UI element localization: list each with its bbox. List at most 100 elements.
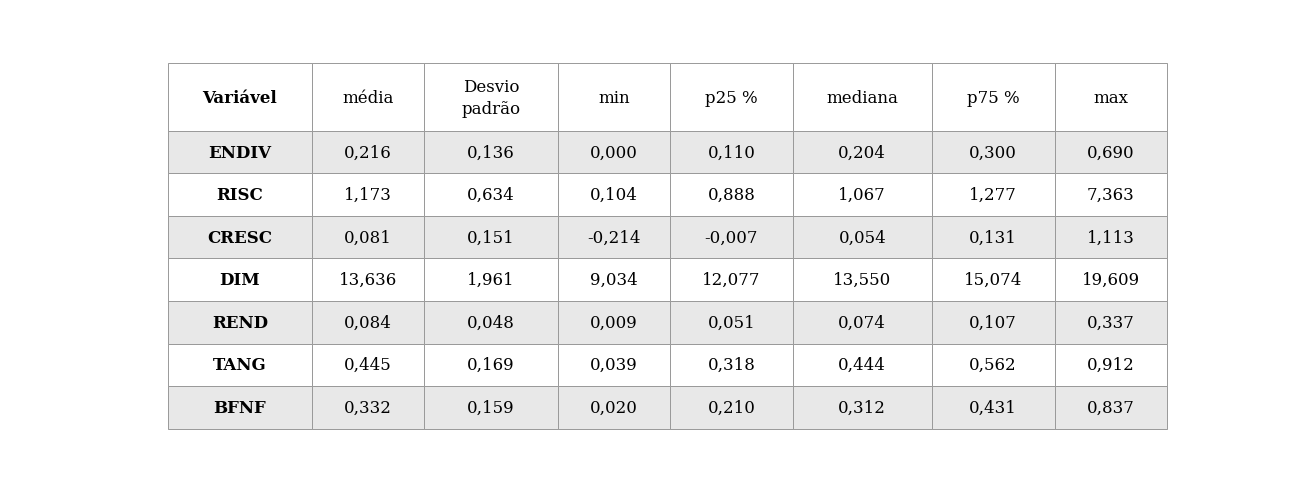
Bar bbox=[1055, 132, 1167, 174]
Bar bbox=[312, 64, 424, 132]
Text: 1,113: 1,113 bbox=[1087, 229, 1134, 246]
Bar bbox=[312, 344, 424, 386]
Bar bbox=[932, 217, 1055, 259]
Text: 0,110: 0,110 bbox=[707, 144, 755, 162]
Bar bbox=[168, 386, 312, 428]
Bar bbox=[424, 302, 557, 344]
Bar bbox=[312, 302, 424, 344]
Text: 0,051: 0,051 bbox=[707, 314, 755, 331]
Text: mediana: mediana bbox=[827, 89, 898, 106]
Bar bbox=[932, 64, 1055, 132]
Text: 0,312: 0,312 bbox=[838, 399, 887, 416]
Bar bbox=[557, 259, 671, 302]
Text: 0,104: 0,104 bbox=[590, 187, 638, 204]
Bar bbox=[793, 174, 932, 217]
Bar bbox=[557, 132, 671, 174]
Text: BFNF: BFNF bbox=[214, 399, 267, 416]
Text: 0,210: 0,210 bbox=[707, 399, 755, 416]
Text: 0,054: 0,054 bbox=[838, 229, 887, 246]
Bar bbox=[424, 386, 557, 428]
Bar bbox=[168, 64, 312, 132]
Bar bbox=[671, 174, 793, 217]
Text: min: min bbox=[598, 89, 630, 106]
Text: 0,048: 0,048 bbox=[467, 314, 514, 331]
Bar bbox=[557, 344, 671, 386]
Text: Variável: Variável bbox=[203, 89, 277, 106]
Bar bbox=[312, 217, 424, 259]
Text: 1,173: 1,173 bbox=[344, 187, 392, 204]
Bar bbox=[793, 302, 932, 344]
Bar bbox=[168, 344, 312, 386]
Bar bbox=[671, 386, 793, 428]
Bar bbox=[557, 386, 671, 428]
Bar bbox=[1055, 302, 1167, 344]
Bar bbox=[1055, 259, 1167, 302]
Text: 0,074: 0,074 bbox=[838, 314, 887, 331]
Text: 12,077: 12,077 bbox=[702, 272, 760, 288]
Bar bbox=[168, 259, 312, 302]
Text: 0,431: 0,431 bbox=[969, 399, 1017, 416]
Bar bbox=[1055, 344, 1167, 386]
Text: 15,074: 15,074 bbox=[963, 272, 1022, 288]
Text: 13,636: 13,636 bbox=[339, 272, 397, 288]
Bar bbox=[932, 344, 1055, 386]
Bar bbox=[168, 132, 312, 174]
Text: REND: REND bbox=[212, 314, 268, 331]
Bar bbox=[557, 217, 671, 259]
Bar bbox=[312, 174, 424, 217]
Bar bbox=[168, 217, 312, 259]
Text: CRESC: CRESC bbox=[207, 229, 272, 246]
Text: 0,169: 0,169 bbox=[467, 357, 514, 373]
Text: 0,009: 0,009 bbox=[590, 314, 638, 331]
Bar bbox=[557, 302, 671, 344]
Text: 0,081: 0,081 bbox=[344, 229, 392, 246]
Text: 0,837: 0,837 bbox=[1087, 399, 1134, 416]
Text: 0,000: 0,000 bbox=[590, 144, 638, 162]
Bar bbox=[793, 132, 932, 174]
Text: TANG: TANG bbox=[214, 357, 267, 373]
Text: Desvio
padrão: Desvio padrão bbox=[461, 79, 521, 118]
Text: -0,007: -0,007 bbox=[704, 229, 758, 246]
Text: RISC: RISC bbox=[216, 187, 263, 204]
Bar bbox=[1055, 217, 1167, 259]
Bar bbox=[793, 344, 932, 386]
Text: -0,214: -0,214 bbox=[587, 229, 641, 246]
Text: 0,337: 0,337 bbox=[1087, 314, 1134, 331]
Text: 1,961: 1,961 bbox=[467, 272, 514, 288]
Bar bbox=[671, 64, 793, 132]
Bar bbox=[424, 64, 557, 132]
Bar bbox=[793, 386, 932, 428]
Bar bbox=[932, 174, 1055, 217]
Bar bbox=[312, 386, 424, 428]
Text: ENDIV: ENDIV bbox=[208, 144, 271, 162]
Text: 1,277: 1,277 bbox=[969, 187, 1017, 204]
Text: 0,084: 0,084 bbox=[344, 314, 392, 331]
Text: 0,216: 0,216 bbox=[344, 144, 392, 162]
Text: 0,204: 0,204 bbox=[838, 144, 887, 162]
Bar bbox=[932, 302, 1055, 344]
Text: 7,363: 7,363 bbox=[1087, 187, 1134, 204]
Bar bbox=[312, 132, 424, 174]
Text: 0,690: 0,690 bbox=[1087, 144, 1134, 162]
Text: 0,107: 0,107 bbox=[969, 314, 1017, 331]
Bar bbox=[1055, 64, 1167, 132]
Bar bbox=[424, 217, 557, 259]
Bar bbox=[424, 174, 557, 217]
Text: max: max bbox=[1094, 89, 1128, 106]
Text: 9,034: 9,034 bbox=[590, 272, 638, 288]
Bar bbox=[557, 64, 671, 132]
Bar bbox=[793, 64, 932, 132]
Bar bbox=[424, 132, 557, 174]
Text: 19,609: 19,609 bbox=[1082, 272, 1139, 288]
Bar bbox=[1055, 386, 1167, 428]
Text: 0,634: 0,634 bbox=[467, 187, 514, 204]
Text: 0,020: 0,020 bbox=[590, 399, 638, 416]
Bar bbox=[793, 259, 932, 302]
Bar bbox=[932, 259, 1055, 302]
Bar bbox=[1055, 174, 1167, 217]
Bar bbox=[932, 132, 1055, 174]
Text: 0,318: 0,318 bbox=[707, 357, 755, 373]
Bar bbox=[168, 174, 312, 217]
Bar bbox=[671, 302, 793, 344]
Bar bbox=[424, 344, 557, 386]
